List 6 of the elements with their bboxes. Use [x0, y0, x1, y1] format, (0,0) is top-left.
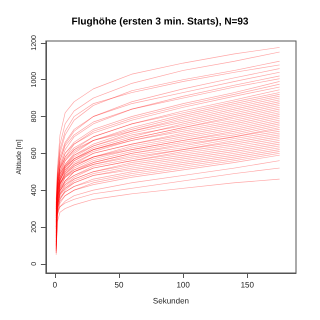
x-tick-label: 50 [114, 280, 124, 290]
x-tick-label: 150 [240, 280, 254, 290]
x-axis-title: Sekunden [152, 296, 189, 306]
x-tick-label: 0 [52, 280, 58, 290]
chart-title: Flughöhe (ersten 3 min. Starts), N=93 [72, 16, 249, 28]
x-tick-label: 100 [176, 280, 190, 290]
